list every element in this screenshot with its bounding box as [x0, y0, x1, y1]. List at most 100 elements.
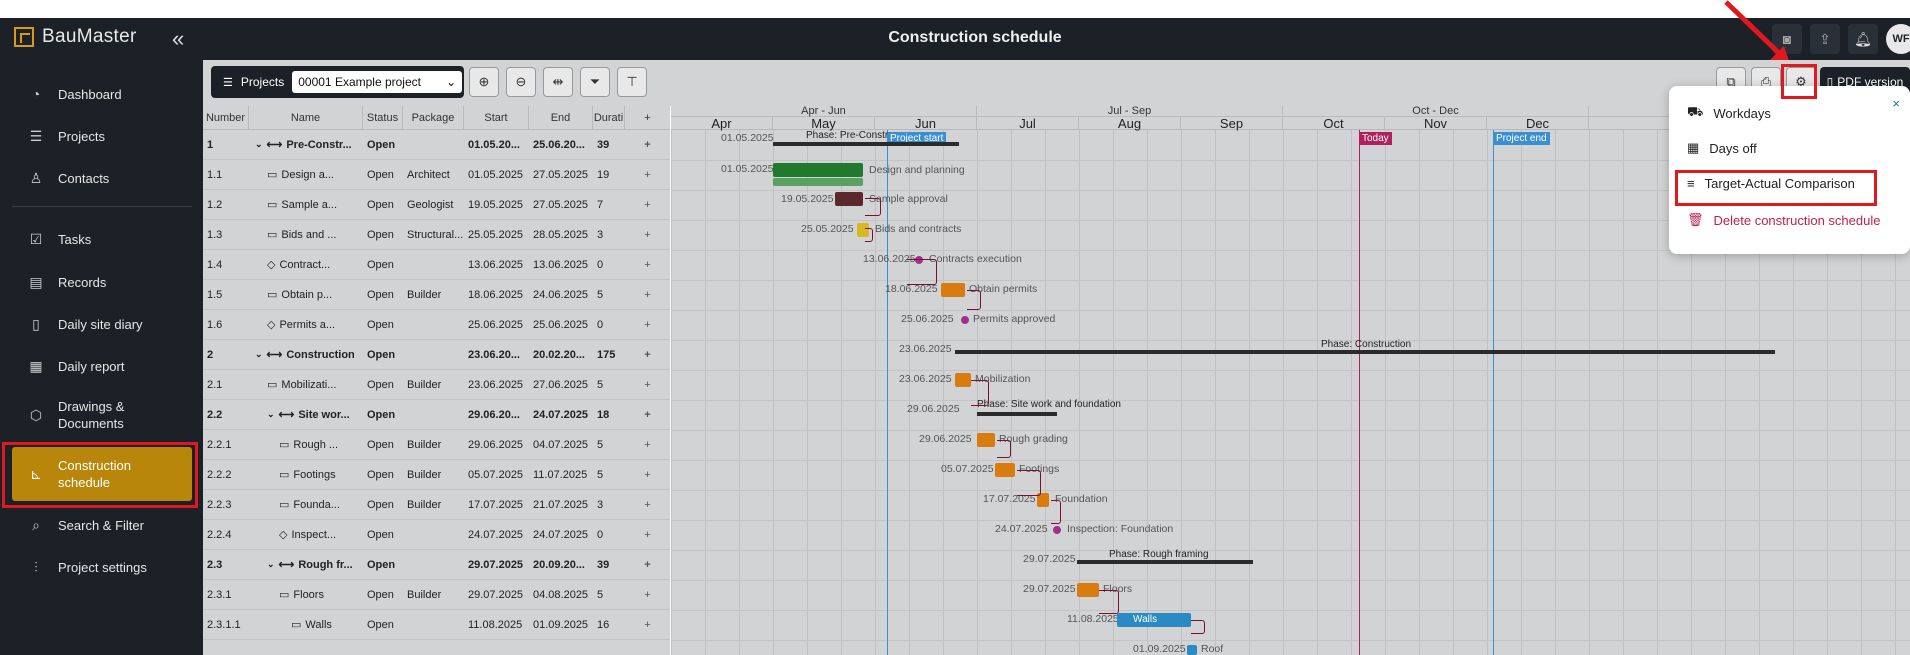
logo[interactable]: BauMaster: [14, 26, 137, 48]
table-row[interactable]: 2 ⌄ ⟷ Construction Open 23.06.20... 20.02.20..…: [203, 340, 670, 370]
table-row[interactable]: 2.2.3 ▭ Founda... Open Builder 17.07.2025 21.0…: [203, 490, 670, 520]
task-bar-roof[interactable]: [1187, 645, 1197, 655]
paint-button[interactable]: ⊤: [617, 67, 647, 97]
menu-item-workdays[interactable]: ⛟ Workdays: [1687, 104, 1771, 122]
task-bar-foundation[interactable]: [1037, 493, 1049, 507]
zoom-out-button[interactable]: ⊖: [506, 67, 536, 97]
notifications-button[interactable]: 🔔︎: [1848, 24, 1878, 54]
close-icon[interactable]: ×: [1892, 96, 1900, 111]
table-row[interactable]: 2.2.1 ▭ Rough ... Open Builder 29.06.2025 04.0…: [203, 430, 670, 460]
add-row-button[interactable]: +: [644, 528, 651, 541]
table-row[interactable]: 1.3 ▭ Bids and ... Open Structural... 25.05.2…: [203, 220, 670, 250]
add-row-button[interactable]: +: [644, 288, 651, 301]
share-button[interactable]: ⇪: [1810, 24, 1840, 54]
add-row-button[interactable]: +: [644, 198, 651, 211]
task-bar-bids[interactable]: [857, 223, 869, 237]
column-header[interactable]: Durati: [593, 106, 625, 129]
column-header[interactable]: Number: [203, 106, 249, 129]
add-row-button[interactable]: +: [644, 378, 651, 391]
add-row-button[interactable]: +: [644, 258, 651, 271]
add-row-button[interactable]: +: [644, 408, 651, 421]
sidebar-item-search-filter[interactable]: ⌕ Search & Filter: [12, 511, 192, 539]
task-bar-footings[interactable]: [995, 463, 1015, 477]
table-row[interactable]: 2.2.2 ▭ Footings Open Builder 05.07.2025 11.07…: [203, 460, 670, 490]
phase-bar[interactable]: [955, 350, 1775, 354]
milestone-permits-approved[interactable]: [961, 316, 969, 324]
sidebar-item-contacts[interactable]: ♙ Contacts: [12, 164, 192, 192]
sidebar-item-drawings-documents[interactable]: ⬡ Drawings & Documents: [12, 395, 192, 435]
task-bar-design[interactable]: [773, 163, 863, 177]
add-row-button[interactable]: +: [644, 498, 651, 511]
settings-menu: × ⛟ Workdays ▦ Days off ≡ Target-Actual …: [1669, 86, 1910, 254]
milestone-contracts[interactable]: [915, 256, 923, 264]
menu-item-delete-schedule[interactable]: 🗑︎ Delete construction schedule: [1687, 212, 1880, 228]
menu-item-target-actual[interactable]: ≡ Target-Actual Comparison: [1687, 176, 1855, 191]
expand-chevron-icon[interactable]: ⌄: [255, 139, 263, 149]
table-row[interactable]: 2.1 ▭ Mobilizati... Open Builder 23.06.2025 27…: [203, 370, 670, 400]
table-row[interactable]: 2.2.4 ◇ Inspect... Open 24.07.2025 24.07.2025…: [203, 520, 670, 550]
add-row-button[interactable]: +: [644, 558, 651, 571]
project-end-line: [1493, 130, 1494, 655]
fit-button[interactable]: ⇹: [543, 67, 573, 97]
column-header[interactable]: End: [529, 106, 593, 129]
milestone-inspection[interactable]: [1053, 526, 1061, 534]
table-row[interactable]: 1 ⌄ ⟷ Pre-Constr... Open 01.05.20... 25.06.20.…: [203, 130, 670, 160]
project-dropdown[interactable]: 00001 Example project ⌄: [292, 71, 463, 93]
project-start-line: [887, 130, 888, 655]
table-row[interactable]: 1.6 ◇ Permits a... Open 25.06.2025 25.06.2025…: [203, 310, 670, 340]
zoom-in-button[interactable]: ⊕: [469, 67, 499, 97]
collapse-sidebar-button[interactable]: «: [172, 26, 185, 51]
task-bar-sample[interactable]: [835, 192, 863, 206]
add-row-button[interactable]: +: [644, 318, 651, 331]
sidebar-item-dashboard[interactable]: ◔ Dashboard: [12, 80, 192, 108]
table-row[interactable]: 1.2 ▭ Sample a... Open Geologist 19.05.2025 27…: [203, 190, 670, 220]
table-row[interactable]: 1.4 ◇ Contract... Open 13.06.2025 13.06.2025 0…: [203, 250, 670, 280]
add-row-button[interactable]: +: [644, 228, 651, 241]
sidebar-item-tasks[interactable]: ☑ Tasks: [12, 225, 192, 253]
row-dur-cell: 0: [597, 258, 604, 271]
row-end-cell: 04.07.2025: [533, 438, 589, 451]
sidebar-item-daily-report[interactable]: ▦ Daily report: [12, 352, 192, 380]
column-header[interactable]: Start: [464, 106, 529, 129]
avatar[interactable]: WF: [1886, 24, 1910, 54]
sidebar-item-project-settings[interactable]: ⫶ Project settings: [12, 553, 192, 581]
add-row-button[interactable]: +: [644, 168, 651, 181]
month-label: Oct: [1283, 117, 1385, 130]
column-header[interactable]: Package: [403, 106, 464, 129]
phase-bar[interactable]: [1077, 560, 1253, 564]
phase-bar[interactable]: [977, 412, 1057, 416]
expand-chevron-icon[interactable]: ⌄: [267, 409, 275, 419]
row-num-cell: 1.2: [207, 198, 223, 211]
column-header[interactable]: Name: [249, 106, 363, 129]
add-row-button[interactable]: +: [644, 138, 651, 151]
task-bar-rough-grading[interactable]: [977, 433, 995, 447]
table-row[interactable]: 1.1 ▭ Design a... Open Architect 01.05.2025 27…: [203, 160, 670, 190]
add-row-button[interactable]: +: [644, 438, 651, 451]
task-bar-mobilization[interactable]: [955, 373, 971, 387]
add-column-button[interactable]: +: [644, 112, 651, 124]
phase-bar[interactable]: [773, 142, 959, 146]
task-bar-walls[interactable]: Walls: [1117, 613, 1191, 627]
sidebar-item-records[interactable]: ▤ Records: [12, 268, 192, 296]
task-bar-permits[interactable]: [941, 283, 965, 297]
table-row[interactable]: 2.2 ⌄ ⟷ Site wor... Open 29.06.20... 24.07.202…: [203, 400, 670, 430]
table-row[interactable]: 2.3 ⌄ ⟷ Rough fr... Open 29.07.2025 20.09.20..…: [203, 550, 670, 580]
filter-button[interactable]: ⏷: [580, 67, 610, 97]
sidebar-item-daily-site-diary[interactable]: ▯ Daily site diary: [12, 310, 192, 338]
month-label: Jun: [875, 117, 977, 130]
add-row-button[interactable]: +: [644, 348, 651, 361]
column-header[interactable]: Status: [363, 106, 403, 129]
table-row[interactable]: 2.3.1.1 ▭ Walls Open 11.08.2025 01.09.2025 16 +: [203, 610, 670, 640]
menu-item-days-off[interactable]: ▦ Days off: [1687, 140, 1757, 156]
month-label: May: [773, 117, 875, 130]
sidebar-item-construction-schedule[interactable]: ⊾ Construction schedule: [12, 447, 192, 501]
table-row[interactable]: 2.3.1 ▭ Floors Open Builder 29.07.2025 04.08.2…: [203, 580, 670, 610]
table-row[interactable]: 1.5 ▭ Obtain p... Open Builder 18.06.2025 24.0…: [203, 280, 670, 310]
task-bar-floors[interactable]: [1077, 583, 1099, 597]
add-row-button[interactable]: +: [644, 468, 651, 481]
sidebar-item-projects[interactable]: ☰ Projects: [12, 122, 192, 150]
expand-chevron-icon[interactable]: ⌄: [267, 559, 275, 569]
add-row-button[interactable]: +: [644, 618, 651, 631]
add-row-button[interactable]: +: [644, 588, 651, 601]
expand-chevron-icon[interactable]: ⌄: [255, 349, 263, 359]
